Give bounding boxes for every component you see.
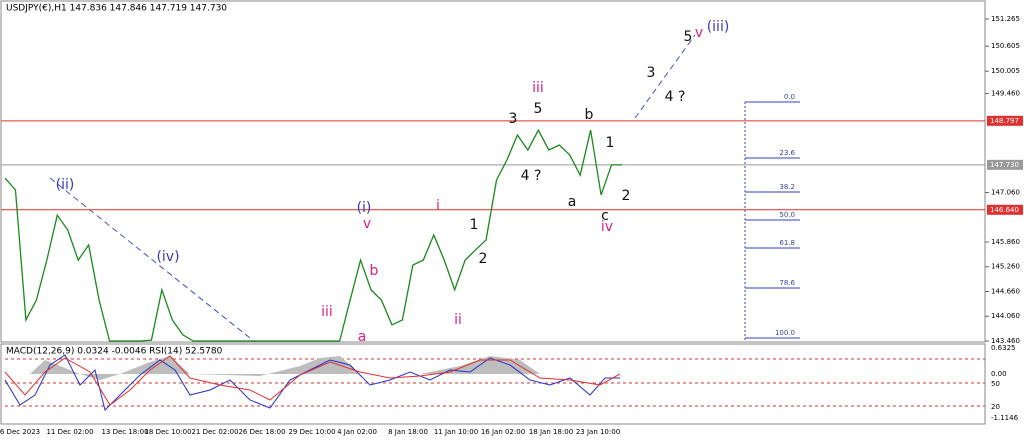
macd-signal — [4, 355, 621, 406]
price-box — [987, 204, 1023, 215]
trend-line — [49, 177, 256, 343]
x-tick-label: 8 Jan 18:00 — [388, 428, 428, 436]
y-tick-label: 151.265 — [991, 15, 1020, 23]
price-box-label: 147.730 — [990, 161, 1019, 169]
fib-label: 38.2 — [779, 183, 795, 191]
fib-label: 50.0 — [779, 211, 795, 219]
wave-label: (ii) — [56, 177, 75, 193]
wave-label: 4 ? — [521, 168, 542, 184]
chart-title: USDJPY(€),H1 147.836 147.846 147.719 147… — [6, 4, 227, 14]
fib-label: 0.0 — [784, 93, 795, 101]
x-tick-label: 16 Jan 02:00 — [481, 428, 525, 436]
x-tick-label: 13 Dec 18:00 — [101, 428, 148, 436]
wave-label: iii — [532, 80, 544, 96]
y-tick-label: 150.605 — [991, 42, 1020, 50]
price-box — [987, 115, 1023, 126]
wave-label: iii — [321, 304, 333, 320]
x-tick-label: 4 Jan 02:00 — [337, 428, 377, 436]
fib-label: 100.0 — [775, 329, 795, 337]
fib-label: 23.6 — [779, 149, 795, 157]
y-tick-label: 147.060 — [991, 188, 1020, 196]
indicator-axis-label: 20 — [991, 403, 1000, 411]
wave-label: v — [363, 216, 371, 232]
indicator-axis-label: 50 — [991, 380, 1000, 388]
wave-label: v — [695, 25, 703, 41]
macd-histogram — [5, 356, 620, 380]
x-tick-label: 11 Jan 10:00 — [434, 428, 478, 436]
plot-frame — [0, 0, 986, 343]
wave-label: c — [601, 208, 609, 224]
x-tick-label: 26 Dec 18:00 — [238, 428, 285, 436]
x-tick-label: 11 Dec 02:00 — [46, 428, 93, 436]
y-tick-label: 144.060 — [991, 312, 1020, 320]
wave-label: (iv) — [156, 249, 179, 265]
x-tick-label: 18 Dec 10:00 — [144, 428, 191, 436]
wave-label: b — [585, 107, 594, 123]
y-tick-label: 144.660 — [991, 287, 1020, 295]
wave-label: iv — [601, 219, 613, 235]
indicator-title: MACD(12,26,9) 0.0324 -0.0046 RSI(14) 52.… — [6, 347, 223, 357]
wave-label: (iii) — [707, 19, 730, 35]
x-tick-label: 6 Dec 2023 — [0, 428, 40, 436]
x-tick-label: 29 Dec 10:00 — [288, 428, 335, 436]
projection-line — [634, 34, 696, 119]
wave-label: b — [370, 263, 379, 279]
wave-label: i — [436, 198, 440, 214]
x-tick-label: 23 Jan 10:00 — [576, 428, 620, 436]
indicator-axis-label: 0.00 — [991, 370, 1007, 378]
indicator-axis-label: 0.6325 — [991, 344, 1016, 352]
wave-label: 3 — [509, 111, 518, 127]
wave-label: 5 — [534, 101, 543, 117]
y-tick-label: 149.460 — [991, 89, 1020, 97]
fib-label: 78.6 — [779, 279, 795, 287]
x-tick-label: 18 Jan 18:00 — [529, 428, 573, 436]
wave-label: 2 — [622, 188, 631, 204]
y-tick-label: 150.005 — [991, 67, 1020, 75]
wave-label: (i) — [357, 200, 372, 216]
wave-label: a — [568, 194, 577, 210]
price-line — [4, 128, 622, 342]
indicator-axis-label: -1.1146 — [991, 414, 1019, 422]
y-tick-label: 145.860 — [991, 238, 1020, 246]
fib-label: 61.8 — [779, 239, 795, 247]
wave-label: 1 — [606, 135, 615, 151]
price-box-label: 146.640 — [990, 206, 1019, 214]
y-tick-label: 145.260 — [991, 263, 1020, 271]
rsi-line — [4, 354, 620, 411]
wave-label: 3 — [647, 65, 656, 81]
wave-label: 1 — [470, 217, 479, 233]
wave-label: ii — [454, 312, 462, 328]
y-tick-label: 143.460 — [991, 337, 1020, 345]
price-box — [987, 159, 1023, 170]
x-tick-label: 21 Dec 02:00 — [191, 428, 238, 436]
price-box-label: 148.797 — [990, 117, 1019, 125]
wave-label: 2 — [479, 251, 488, 267]
wave-label: 4 ? — [665, 89, 686, 105]
wave-label: 5 — [684, 29, 693, 45]
wave-label: a — [358, 329, 367, 345]
indicator-frame — [0, 343, 986, 425]
